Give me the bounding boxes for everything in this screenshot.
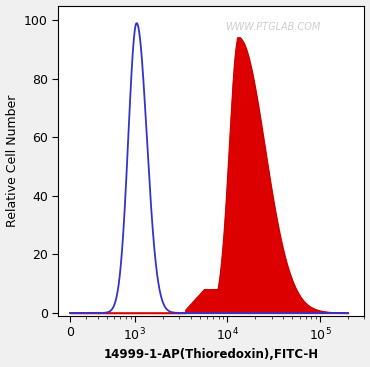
Text: WWW.PTGLAB.COM: WWW.PTGLAB.COM [225, 22, 320, 32]
Y-axis label: Relative Cell Number: Relative Cell Number [6, 95, 18, 227]
X-axis label: 14999-1-AP(Thioredoxin),FITC-H: 14999-1-AP(Thioredoxin),FITC-H [104, 348, 319, 361]
